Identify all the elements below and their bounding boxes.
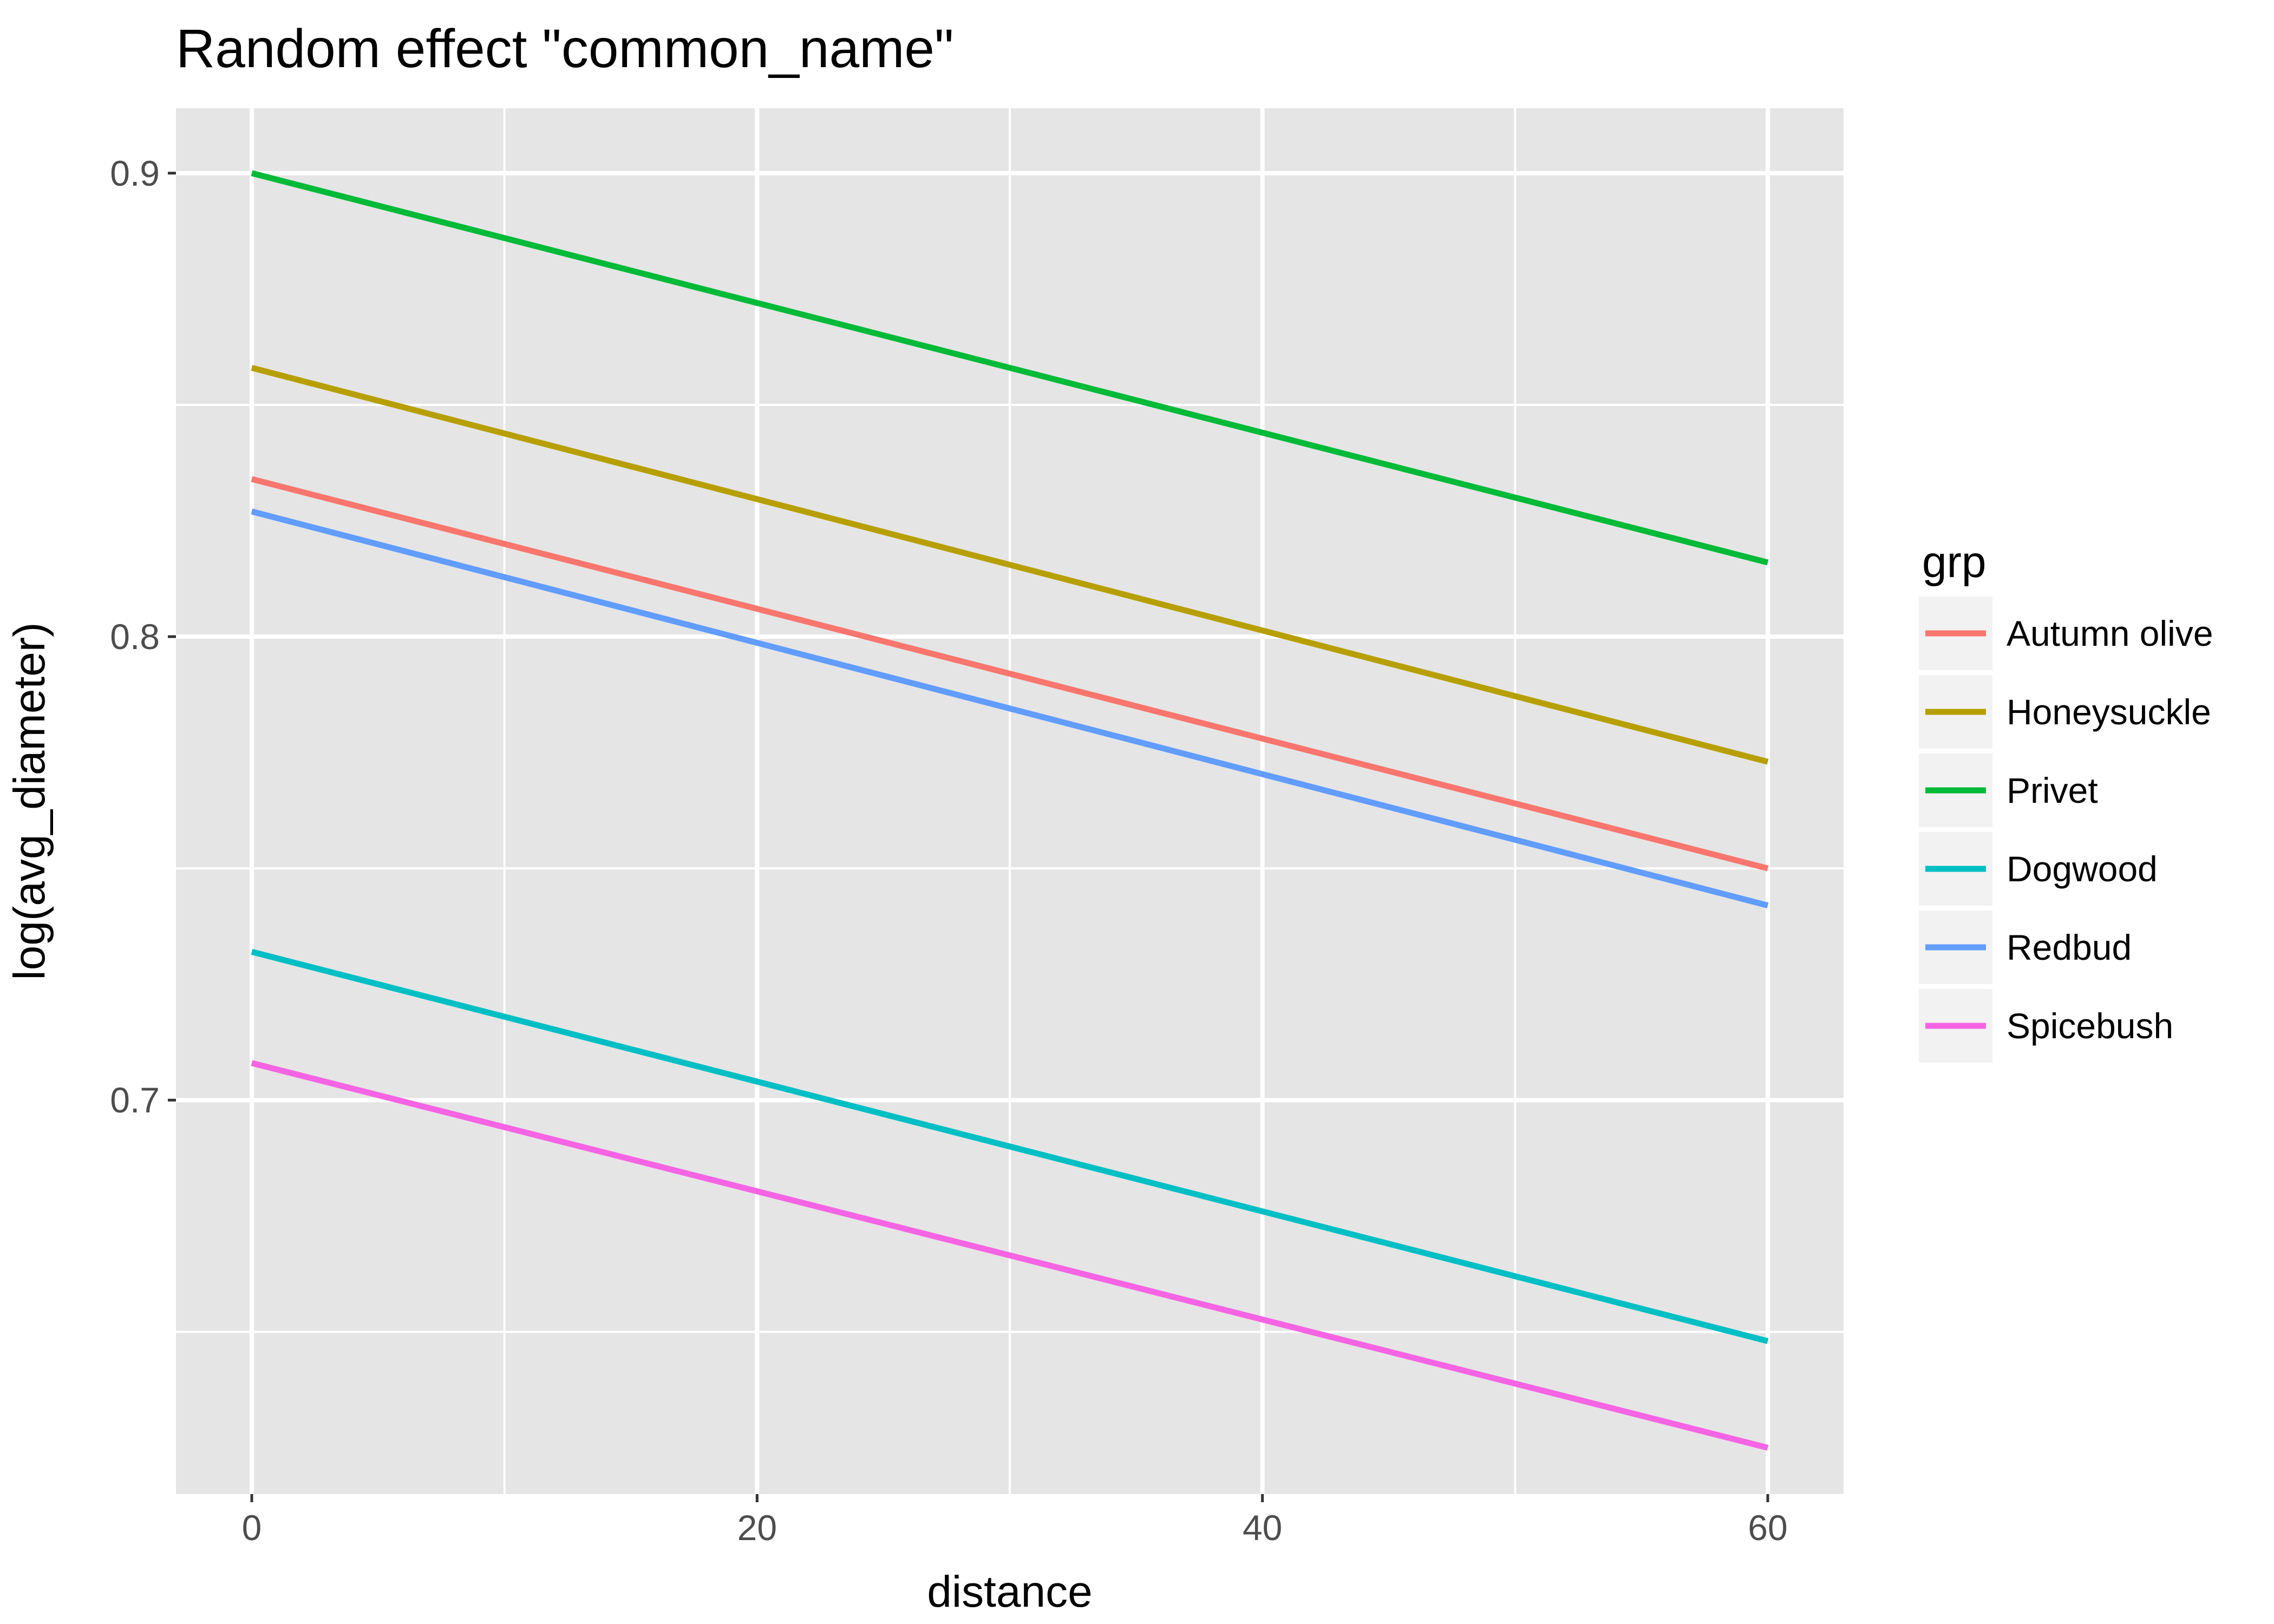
series-line	[251, 508, 1769, 908]
legend-label: Redbud	[2007, 927, 2132, 967]
legend-title: grp	[1922, 538, 1987, 587]
legend-items: Autumn olive Honeysuckle Privet Dogwood Redb…	[1919, 597, 2213, 1063]
series-lines	[251, 170, 1769, 1451]
legend-label: Privet	[2007, 770, 2098, 810]
legend-label: Autumn olive	[2007, 613, 2213, 653]
x-tick-label: 40	[1243, 1508, 1282, 1548]
y-axis-ticks: 0.7 0.8 0.9	[110, 153, 176, 1120]
series-line	[251, 170, 1769, 566]
x-tick-label: 60	[1748, 1508, 1787, 1548]
x-tick-label: 20	[737, 1508, 777, 1548]
y-tick-label: 0.7	[110, 1080, 160, 1120]
series-line	[251, 476, 1769, 872]
x-axis-title: distance	[927, 1567, 1092, 1616]
legend: grp Autumn olive Honeysuckle Privet Dogwood…	[1919, 538, 2213, 1063]
legend-label: Dogwood	[2007, 849, 2158, 889]
series-line	[251, 365, 1769, 765]
legend-label: Spicebush	[2007, 1006, 2173, 1046]
x-axis-ticks: 0 20 40 60	[242, 1494, 1788, 1548]
series-line	[251, 948, 1769, 1344]
series-line	[251, 1060, 1769, 1451]
legend-label: Honeysuckle	[2007, 692, 2211, 732]
y-tick-label: 0.9	[110, 153, 160, 193]
y-axis-title: log(avg_diameter)	[5, 623, 54, 980]
major-gridlines	[176, 108, 1844, 1494]
y-tick-label: 0.8	[110, 617, 160, 657]
x-tick-label: 0	[242, 1508, 262, 1548]
chart-title: Random effect "common_name"	[176, 18, 954, 79]
